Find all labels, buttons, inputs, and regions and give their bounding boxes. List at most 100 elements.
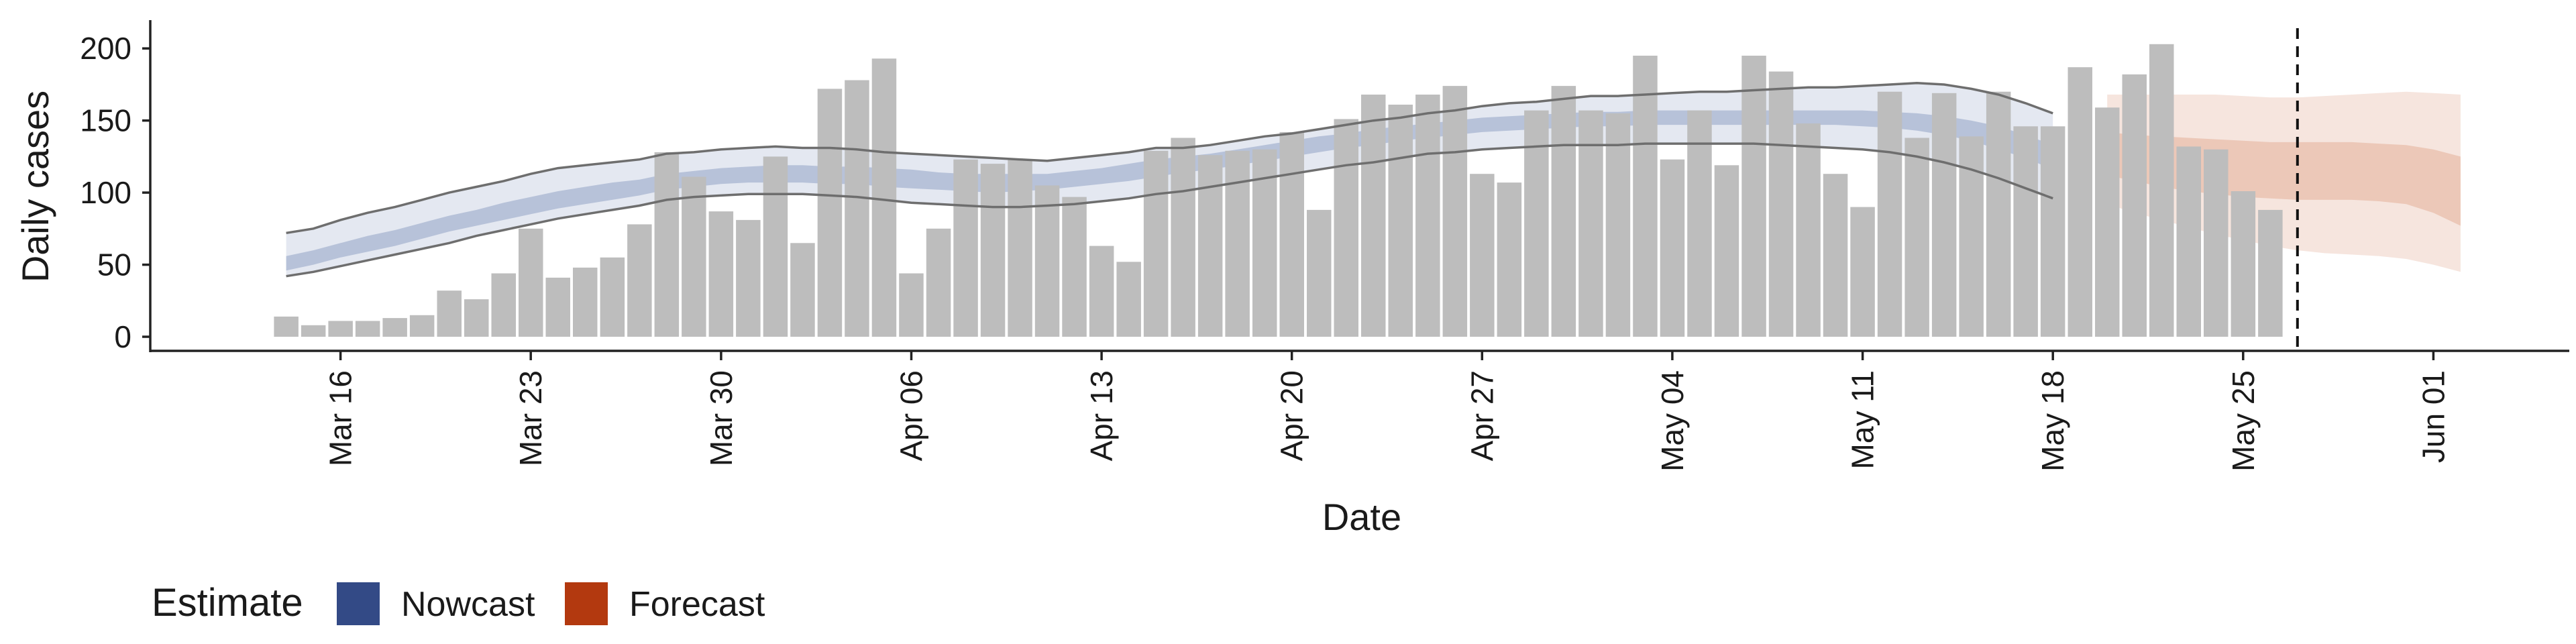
legend-title: Estimate [152,581,303,625]
observed-bar [899,273,924,337]
observed-bar [1768,71,1794,337]
observed-bar [627,224,652,337]
observed-bar [355,321,380,337]
x-axis-title: Date [1322,496,1401,538]
x-tick-label: Mar 30 [704,370,739,466]
observed-bar [817,89,843,337]
observed-bar [1741,56,1766,337]
observed-bar [763,156,788,337]
observed-bar [2149,44,2174,337]
x-tick-label: Mar 23 [513,370,548,466]
legend: Estimate Nowcast Forecast [152,581,765,625]
observed-bar [1687,110,1712,337]
observed-bar [1171,138,1195,337]
y-axis-title: Daily cases [14,91,56,282]
observed-bar [600,257,625,337]
x-tick-label: May 04 [1655,370,1690,472]
observed-bar [1008,159,1032,337]
observed-bar [1470,174,1495,337]
nowcast-bound-lines [286,82,2053,278]
observed-bar [1225,150,1250,337]
observed-bar [2231,191,2256,337]
y-tick-label: 50 [97,248,131,282]
observed-bar [1388,105,1413,337]
observed-bar [1279,131,1304,337]
observed-bar [1551,86,1576,337]
legend-label-nowcast: Nowcast [401,585,535,624]
y-tick-label: 200 [80,31,131,66]
observed-bar [1307,209,1332,337]
observed-bar [1904,138,1929,337]
y-tick-label: 0 [114,319,131,354]
observed-bar [1062,197,1087,337]
observed-bar [1931,93,1957,337]
observed-bar [573,267,598,337]
x-tick-label: Apr 06 [894,370,929,462]
observed-bar [274,316,299,337]
observed-bar [953,159,978,337]
x-tick-label: May 11 [1845,370,1880,469]
observed-bar [1850,207,1875,337]
x-tick-label: Apr 20 [1275,370,1309,462]
observed-bar [845,80,869,337]
y-tick-label: 100 [80,175,131,210]
observed-bar [1116,262,1141,337]
x-axis: Mar 16 Mar 23 Mar 30 Apr 06 Apr 13 Apr 20 Apr … [150,350,2569,472]
observed-bar [1578,110,1603,337]
observed-bar [409,315,435,337]
observed-bar [2258,209,2283,337]
observed-bar [708,211,734,337]
observed-bar [1361,95,1386,337]
observed-bar [1714,165,1739,337]
observed-bar [871,58,897,337]
observed-bar [464,299,489,337]
observed-bar [1823,174,1848,337]
nowcast-inner-band [286,110,2053,271]
legend-swatch-nowcast [337,582,380,625]
observed-bar [1334,119,1358,337]
observed-bar [926,228,951,337]
y-tick-label: 150 [80,103,131,138]
observed-bar [1986,91,2011,337]
x-ticks: Mar 16 Mar 23 Mar 30 Apr 06 Apr 13 Apr 20 Apr … [323,351,2451,472]
observed-bar [1660,159,1685,337]
observed-bar [437,290,462,337]
observed-bar [1143,150,1169,337]
observed-bar [545,277,570,337]
observed-bar [1497,182,1522,337]
observed-bar [1197,155,1223,337]
x-tick-label: Jun 01 [2416,370,2451,463]
observed-bar [1524,110,1549,337]
x-tick-label: Apr 27 [1464,370,1499,462]
observed-bar [2040,126,2065,337]
observed-bars [274,44,2283,337]
x-tick-label: Apr 13 [1084,370,1119,462]
observed-bar [1633,56,1658,337]
observed-bar [980,164,1006,337]
observed-bar [1877,91,1902,337]
legend-swatch-forecast [565,582,608,625]
observed-bar [1415,95,1440,337]
observed-bar [328,321,353,337]
observed-bar [2122,74,2147,337]
observed-bar [1796,123,1821,337]
observed-bar [301,325,326,337]
observed-bar [2013,126,2038,337]
x-tick-label: May 18 [2035,370,2070,472]
y-ticks: 0 50 100 150 200 [80,31,150,354]
y-axis: 0 50 100 150 200 [80,20,152,354]
x-tick-label: Mar 16 [323,370,358,466]
observed-bar [491,273,516,337]
observed-bar [682,176,706,337]
legend-label-forecast: Forecast [629,585,765,624]
observed-bar [519,228,543,337]
observed-bar [2176,146,2201,337]
nowcast-upper-line [286,82,2053,235]
observed-bar [790,243,815,337]
observed-bar [2095,107,2120,337]
observed-bar [654,152,680,337]
observed-bar [1034,185,1060,337]
observed-bar [1089,246,1114,337]
observed-bar [2204,149,2229,337]
